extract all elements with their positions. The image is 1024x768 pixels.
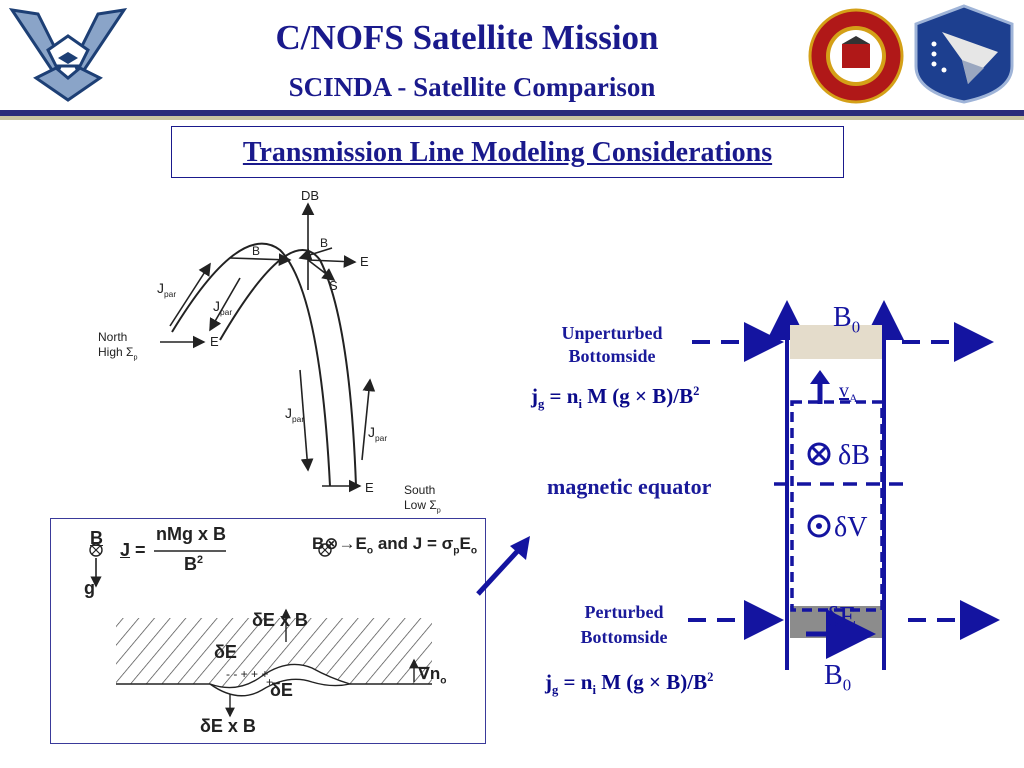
page-title: C/NOFS Satellite Mission [275, 18, 659, 57]
inset-deltaE-x-B-top: δE x B [252, 610, 308, 630]
transmission-line-diagram [688, 300, 1000, 670]
header-divider-accent [0, 116, 1024, 120]
boston-college-seal [808, 8, 904, 104]
svg-text:- - + + +: - - + + + [226, 667, 268, 681]
va-label: vA [839, 380, 858, 405]
delta-v-label: δV [834, 512, 868, 543]
jg-equation-top: jg = ni M (g × B)/B2 [531, 384, 700, 412]
magnetic-equator-label: magnetic equator [547, 474, 712, 499]
jpar-label-3: Jpar [285, 405, 305, 424]
b0-bottom-label: B0 [824, 660, 852, 695]
north-e-label: E [210, 334, 219, 349]
svg-text:+ -: + - [266, 675, 280, 689]
page-subtitle: SCINDA - Satellite Comparison [288, 72, 656, 102]
e-label-top: E [360, 254, 369, 269]
inset-graphics: - - + + + + - [89, 543, 432, 718]
north-label: North High Σp [98, 330, 138, 362]
inset-b-label: B [90, 528, 103, 548]
inset-g-label: g [84, 578, 95, 598]
s-label: S [329, 278, 338, 293]
section-title-box: Transmission Line Modeling Consideration… [171, 126, 844, 178]
section-title: Transmission Line Modeling Consideration… [242, 137, 773, 168]
delta-e-label: δE [826, 602, 857, 633]
south-label: South Low Σp [404, 483, 441, 515]
inset-deltaE-right: δE [270, 680, 293, 700]
jpar-label-2: Jpar [213, 298, 233, 317]
inset-deltaE-x-B-bottom: δE x B [200, 716, 256, 736]
unperturbed-label: Unperturbed Bottomside [561, 323, 663, 366]
b-label-left: B [252, 244, 261, 258]
air-force-logo [8, 7, 128, 102]
db-label: DB [301, 188, 320, 203]
perturbed-label: Perturbed Bottomside [580, 602, 668, 647]
inset-deltaE-left: δE [214, 642, 237, 662]
south-e-label: E [365, 480, 374, 495]
b-label-right: B [320, 236, 329, 250]
inset-j-eq: J = [120, 540, 146, 560]
inset-denominator: B2 [184, 554, 204, 574]
jpar-label-4: Jpar [368, 424, 388, 443]
jpar-label-1: Jpar [157, 280, 177, 299]
inset-grad-n: ∇no [418, 664, 447, 687]
afrl-logo [914, 4, 1014, 104]
inset-numerator: nMg x B [156, 524, 226, 544]
field-line-diagram [160, 202, 376, 493]
inset-right-eq: B⊗→Eo and J = σpEo [312, 534, 478, 557]
jg-equation-bottom: jg = ni M (g × B)/B2 [545, 670, 714, 698]
header-divider [0, 110, 1024, 116]
b0-top-label: B0 [833, 302, 861, 337]
pointer-arrow-icon [476, 536, 530, 596]
delta-b-label: δB [838, 440, 870, 471]
